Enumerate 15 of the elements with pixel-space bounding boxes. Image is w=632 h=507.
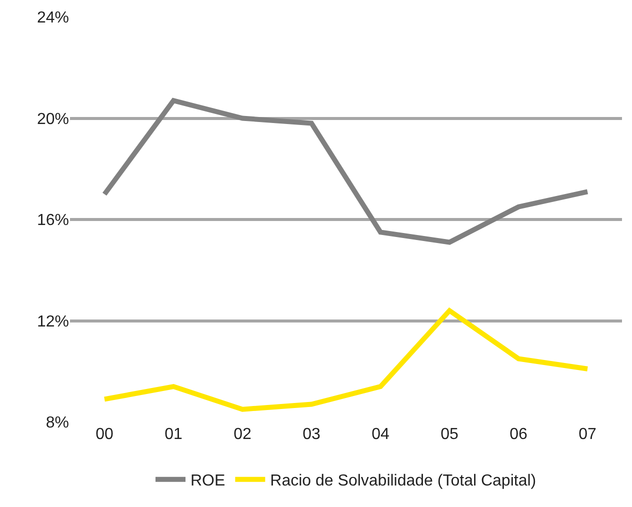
- x-tick-label: 01: [164, 426, 182, 443]
- x-tick-label: 04: [372, 426, 390, 443]
- y-tick-label: 16%: [36, 212, 69, 230]
- x-tick-label: 07: [578, 426, 596, 443]
- y-tick-label: 20%: [36, 110, 69, 128]
- y-tick-label: 12%: [36, 313, 69, 330]
- y-tick-label: 8%: [46, 414, 69, 432]
- legend-label: ROE: [190, 472, 226, 490]
- x-tick-label: 02: [234, 426, 252, 443]
- legend-label: Racio de Solvabilidade (Total Capital): [270, 472, 536, 490]
- x-tick-label: 03: [302, 426, 320, 443]
- x-tick-label: 00: [96, 426, 114, 443]
- y-tick-label: 24%: [36, 10, 69, 27]
- x-tick-label: 05: [440, 426, 458, 443]
- x-tick-label: 06: [510, 426, 528, 443]
